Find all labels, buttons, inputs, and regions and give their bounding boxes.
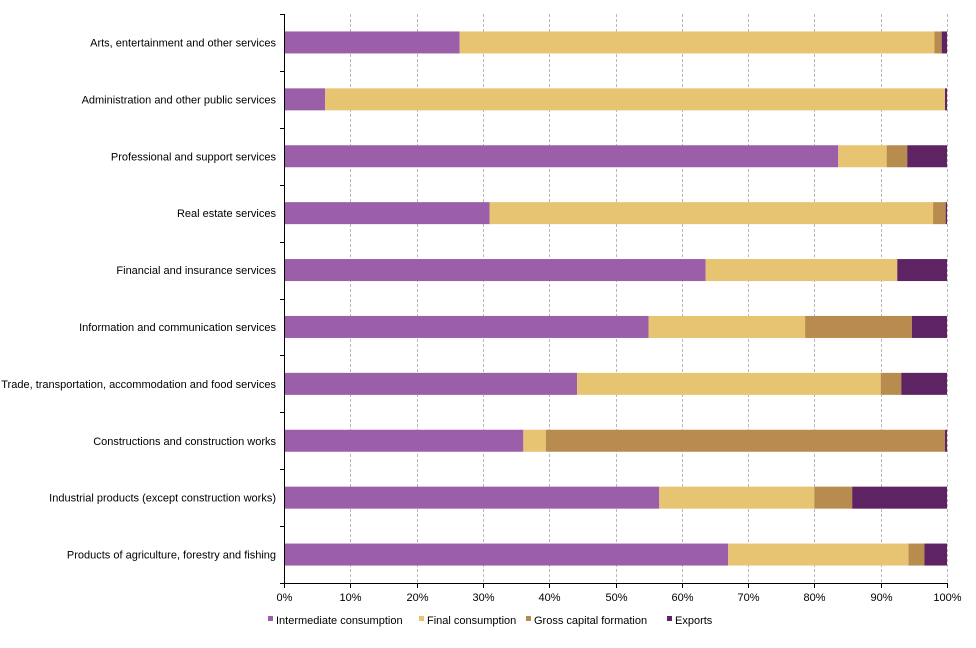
x-tick-label: 100%	[933, 592, 961, 604]
bar-segment	[907, 145, 947, 168]
bar-segment	[934, 31, 942, 54]
bar-segment	[284, 259, 706, 282]
x-tick-label: 90%	[870, 592, 892, 604]
bar-segment	[945, 202, 947, 225]
bar-segment	[284, 31, 460, 54]
category-label: Trade, transportation, accommodation and…	[1, 379, 276, 391]
bar-segment	[814, 486, 853, 509]
legend-swatch	[667, 616, 672, 621]
category-label: Real estate services	[177, 208, 277, 220]
category-labels: Arts, entertainment and other services Ad…	[1, 37, 276, 561]
legend-item[interactable]: Exports	[667, 615, 713, 627]
bar-segment	[284, 145, 839, 168]
legend-item[interactable]: Intermediate consumption	[268, 615, 403, 627]
x-tick-label: 30%	[472, 592, 494, 604]
legend-label: Gross capital formation	[534, 615, 647, 627]
bar-segment	[838, 145, 887, 168]
bar-segment	[648, 315, 806, 338]
bar-segment	[489, 202, 934, 225]
x-tick-label: 50%	[605, 592, 627, 604]
bar-segment	[545, 429, 946, 452]
legend-item[interactable]: Final consumption	[419, 615, 516, 627]
category-label: Financial and insurance services	[116, 265, 276, 277]
bar-segment	[284, 202, 490, 225]
bar-segment	[897, 259, 947, 282]
bar-segment	[659, 486, 815, 509]
legend-item[interactable]: Gross capital formation	[526, 615, 647, 627]
x-tick-label: 10%	[339, 592, 361, 604]
category-label: Professional and support services	[111, 151, 277, 163]
x-tick-label: 20%	[406, 592, 428, 604]
bar-segment	[325, 88, 946, 111]
bar-segment	[728, 543, 909, 566]
category-label: Constructions and construction works	[93, 436, 276, 448]
x-tick-label: 70%	[737, 592, 759, 604]
category-label: Products of agriculture, forestry and fi…	[67, 550, 276, 562]
x-tick-label: 60%	[671, 592, 693, 604]
bar-segment	[941, 31, 947, 54]
bar-segment	[933, 202, 946, 225]
x-tick-labels: 0% 10% 20% 30% 40% 50% 60% 70% 80% 90% 100%	[277, 592, 962, 604]
bar-segment	[945, 429, 947, 452]
category-label: Arts, entertainment and other services	[90, 37, 276, 49]
category-label: Administration and other public services	[82, 94, 277, 106]
category-label: Industrial products (except construction…	[49, 493, 276, 505]
bar-segment	[945, 88, 947, 111]
bar-segment	[901, 372, 947, 395]
category-label: Information and communication services	[79, 322, 276, 334]
bar-segment	[284, 486, 660, 509]
axes	[280, 14, 948, 588]
bar-segment	[924, 543, 947, 566]
legend-swatch	[268, 616, 273, 621]
bar-segment	[852, 486, 947, 509]
x-tick-label: 80%	[803, 592, 825, 604]
x-tick-label: 40%	[538, 592, 560, 604]
bar-segment	[880, 372, 902, 395]
bar-segment	[911, 315, 947, 338]
legend-swatch	[526, 616, 531, 621]
x-tick-label: 0%	[277, 592, 293, 604]
bar-segment	[284, 372, 578, 395]
bar-segment	[908, 543, 925, 566]
bar-segment	[284, 88, 326, 111]
bar-segment	[459, 31, 935, 54]
bar-stacks	[284, 31, 947, 566]
legend[interactable]: Intermediate consumption Final consumptio…	[268, 615, 713, 627]
bar-segment	[577, 372, 881, 395]
legend-label: Intermediate consumption	[276, 615, 403, 627]
bar-segment	[805, 315, 912, 338]
bar-segment	[284, 429, 524, 452]
bar-segment	[284, 315, 649, 338]
bar-segment	[284, 543, 729, 566]
legend-label: Final consumption	[427, 615, 516, 627]
bar-segment	[705, 259, 898, 282]
bar-segment	[523, 429, 546, 452]
legend-label: Exports	[675, 615, 713, 627]
bar-segment	[886, 145, 908, 168]
legend-swatch	[419, 616, 424, 621]
